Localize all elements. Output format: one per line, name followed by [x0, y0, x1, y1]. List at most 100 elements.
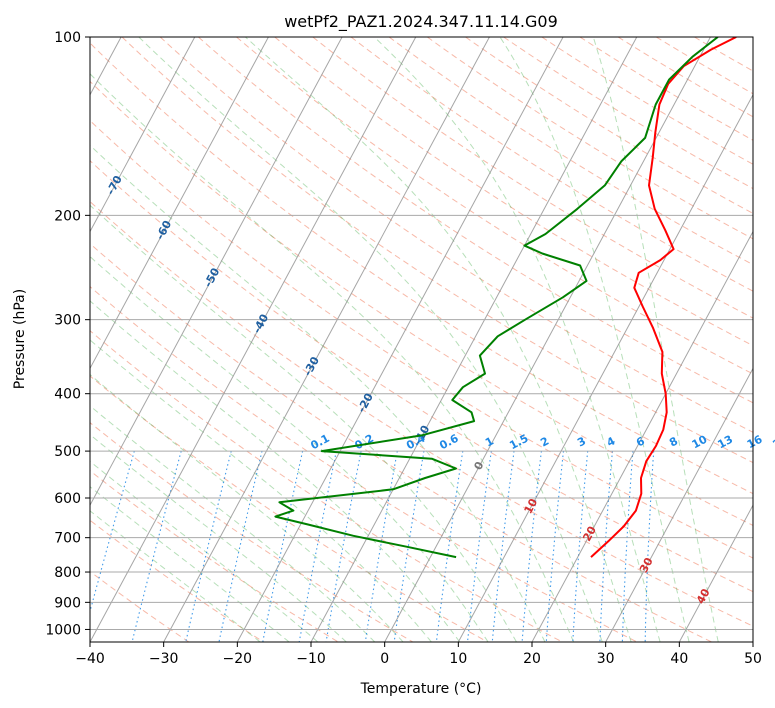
mixing-ratio-label: 13	[715, 433, 735, 452]
dry-adiabat-line	[90, 570, 190, 642]
dry-adiabat-line	[90, 80, 753, 526]
dry-adiabat-line	[90, 470, 339, 642]
y-tick-label: 100	[54, 30, 81, 46]
dry-adiabat-line	[388, 37, 753, 266]
isotherm-line	[531, 230, 753, 642]
mixing-ratio-line	[218, 450, 263, 642]
isotherm-label: -60	[153, 218, 174, 242]
mixing-ratio-label: 2	[538, 434, 551, 449]
isotherm-label: 40	[694, 586, 713, 606]
mixing-ratio-line	[521, 451, 542, 642]
dry-adiabat-line	[90, 200, 753, 627]
y-tick-label: 700	[54, 531, 81, 547]
mixing-ratio-label: 1.5	[507, 432, 530, 453]
isotherm-label: -50	[201, 265, 222, 289]
isotherm-label: -70	[104, 173, 125, 197]
y-tick-label: 400	[54, 387, 81, 403]
moist-adiabat-line	[90, 434, 347, 642]
plot-background	[90, 37, 753, 642]
dry-adiabat-line	[427, 37, 753, 240]
mixing-ratio-line	[298, 450, 337, 642]
mixing-ratio-label: 4	[605, 434, 618, 449]
dry-adiabat-line	[579, 37, 753, 141]
mixing-ratio-label: 10	[690, 433, 710, 452]
x-axis: −40 −30 −20 −10 0 10 20 30 40 50	[75, 642, 762, 667]
moist-adiabat-line	[90, 486, 290, 642]
dry-adiabat-line	[90, 422, 414, 642]
x-tick-label: −30	[149, 651, 179, 667]
dry-adiabat-line	[617, 37, 753, 118]
isotherm-line	[236, 37, 564, 642]
isotherm-line	[678, 504, 753, 642]
x-tick-label: −10	[296, 651, 326, 667]
moist-adiabat-line	[90, 144, 546, 642]
isotherm-line	[457, 93, 753, 642]
moist-adiabat-line	[499, 37, 690, 642]
isotherm-label: -80	[52, 132, 73, 156]
mixing-ratio-line	[644, 451, 655, 642]
x-tick-label: 30	[597, 651, 615, 667]
x-tick-label: 20	[523, 651, 541, 667]
dry-adiabat-line	[159, 37, 753, 433]
moist-adiabat-line	[90, 73, 575, 642]
isotherm-line	[90, 37, 196, 233]
moist-adiabat-line	[90, 405, 376, 642]
mixing-ratio-line	[572, 451, 589, 642]
x-tick-label: 40	[670, 651, 688, 667]
mixing-ratio-line	[545, 451, 565, 642]
mixing-ratio-line	[131, 450, 182, 642]
profile-series	[274, 37, 737, 559]
dry-adiabat-line	[655, 37, 753, 95]
isotherm-label: -90	[0, 92, 21, 116]
mixing-ratio-line	[621, 451, 634, 642]
dry-adiabat-line	[90, 330, 563, 642]
mixing-ratio-line	[90, 450, 135, 614]
isotherm-line	[605, 367, 753, 642]
isotherm-line	[163, 37, 490, 642]
moist-adiabat-line	[374, 37, 661, 642]
moist-adiabat-line	[245, 37, 632, 642]
isotherm-label: -40	[250, 312, 271, 336]
temperature-line	[590, 37, 737, 558]
mixing-ratio-label: 16	[745, 432, 765, 451]
moist-adiabat-line	[90, 204, 517, 642]
moist-adiabat-line	[90, 373, 404, 642]
isotherm-line	[90, 37, 417, 642]
mixing-ratio-line	[262, 450, 304, 642]
y-axis-title: Pressure (hPa)	[12, 289, 28, 389]
y-tick-label: 500	[54, 444, 81, 460]
dry-adiabat-line	[90, 375, 488, 642]
moist-adiabat-line	[90, 460, 319, 642]
dry-adiabat-line	[90, 120, 753, 559]
y-tick-label: 200	[54, 208, 81, 224]
x-tick-label: −40	[75, 651, 105, 667]
mixing-ratio-line	[185, 450, 232, 642]
moist-adiabat-line	[90, 510, 261, 642]
isotherm-line	[90, 37, 269, 370]
y-tick-label: 300	[54, 313, 81, 329]
y-tick-label: 900	[54, 595, 81, 611]
x-tick-label: 50	[744, 651, 762, 667]
mixing-ratio-label: 1	[483, 434, 496, 449]
isotherm-line	[384, 37, 711, 642]
x-axis-title: Temperature (°C)	[360, 681, 482, 697]
isotherm-label: -20	[355, 391, 376, 415]
dry-adiabat-line	[121, 37, 753, 464]
x-tick-label: 10	[449, 651, 467, 667]
plot-frame	[89, 36, 754, 643]
x-tick-label: −20	[223, 651, 253, 667]
moist-adiabat-line	[138, 37, 603, 642]
mixing-ratio-line	[466, 451, 492, 642]
mixing-ratio-label: 20	[771, 433, 775, 452]
mixing-ratio-line	[325, 450, 362, 642]
dry-adiabat-line	[198, 37, 753, 404]
moist-adiabat-line	[90, 339, 432, 642]
moist-adiabat-line	[592, 37, 719, 642]
mixing-ratio-line	[599, 451, 613, 642]
isotherm-line	[310, 37, 638, 642]
isotherm-line	[752, 640, 753, 642]
dry-adiabat-line	[312, 37, 753, 319]
isotherm-label: 20	[580, 524, 599, 544]
